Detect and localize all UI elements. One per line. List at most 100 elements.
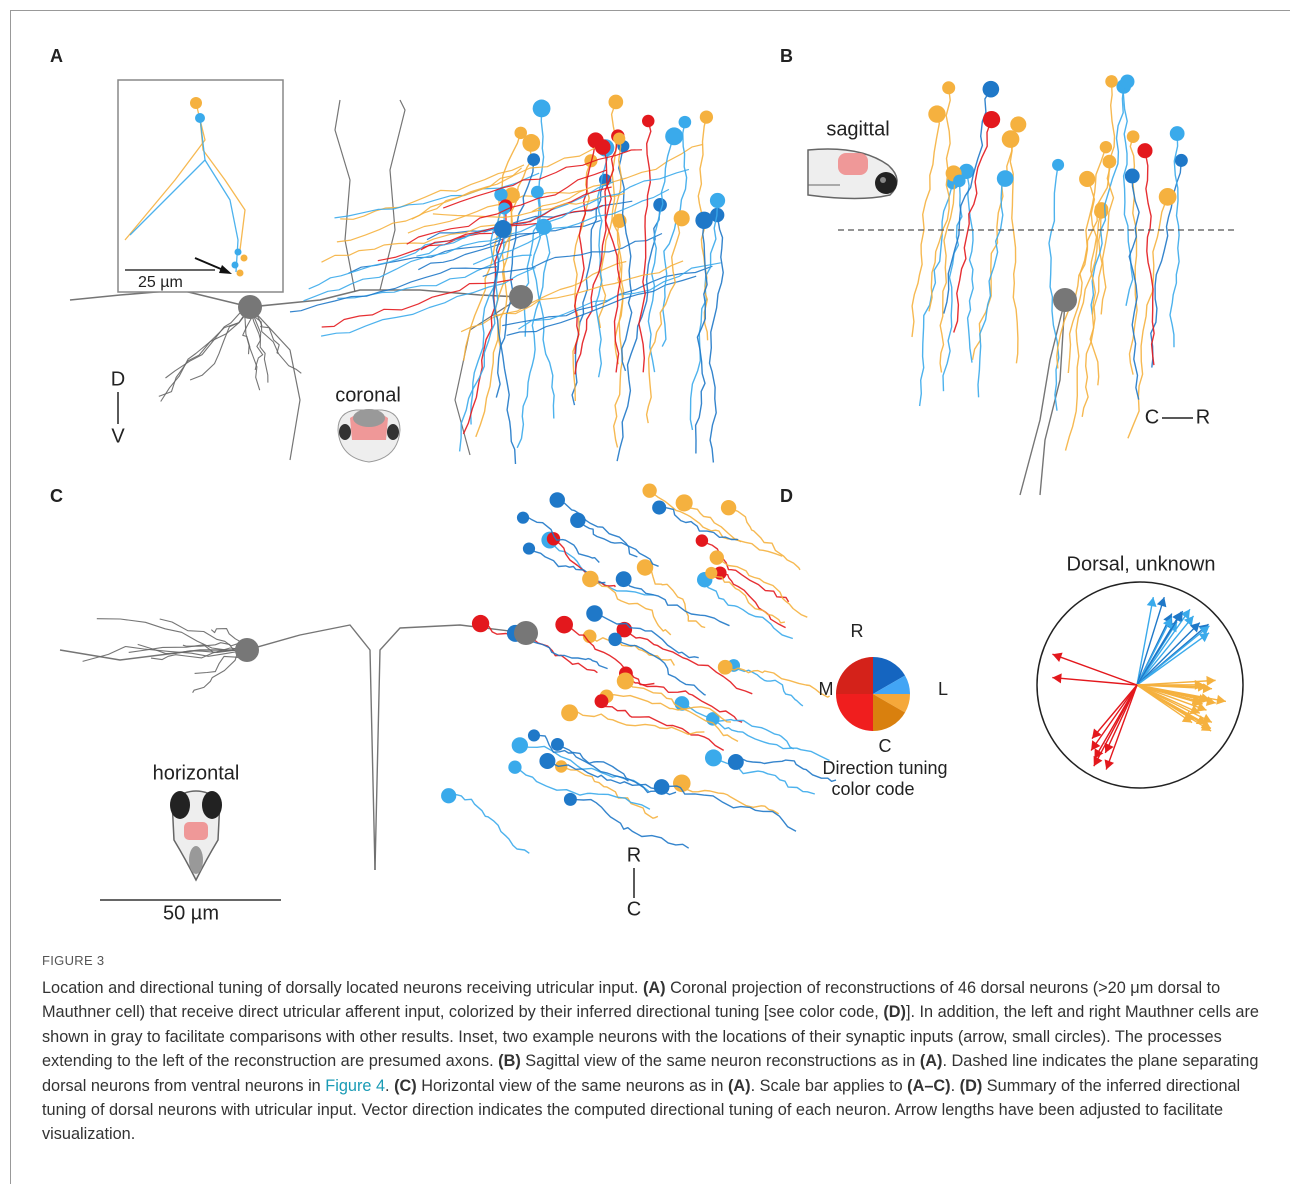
- soma: [555, 616, 573, 634]
- soma: [1100, 141, 1112, 153]
- soma: [700, 110, 713, 123]
- neurite: [564, 625, 654, 685]
- soma: [1127, 130, 1140, 143]
- panel-label: A: [50, 46, 63, 66]
- soma: [983, 111, 1000, 128]
- neurite: [736, 759, 836, 781]
- neurite: [575, 140, 596, 354]
- caption-link[interactable]: Figure 4: [325, 1077, 385, 1095]
- direction-label: L: [938, 679, 948, 699]
- soma: [652, 501, 666, 515]
- neurite: [682, 783, 779, 814]
- soma: [705, 749, 722, 766]
- caption-text: .: [385, 1077, 394, 1095]
- soma: [564, 793, 577, 806]
- scale-label: 25 µm: [138, 274, 183, 291]
- view-label: coronal: [335, 384, 401, 406]
- soma: [679, 116, 692, 129]
- soma: [441, 788, 456, 803]
- caption-text: Location and directional tuning of dorsa…: [42, 979, 643, 997]
- caption-ref: (A): [920, 1052, 943, 1070]
- soma: [551, 738, 564, 751]
- soma: [195, 113, 205, 123]
- sagittal-icon: [808, 149, 897, 199]
- vector: [1052, 654, 1137, 685]
- neurite: [1049, 165, 1059, 411]
- caption-ref: (A–C): [907, 1077, 950, 1095]
- axis-label: C: [1145, 406, 1159, 428]
- soma: [550, 492, 565, 507]
- neurite: [1123, 82, 1132, 306]
- neurite: [617, 205, 660, 461]
- view-label: horizontal: [153, 762, 240, 784]
- soma: [582, 571, 599, 588]
- soma: [674, 210, 690, 226]
- mauthner-dendrite: [190, 307, 250, 380]
- neurite: [648, 136, 674, 372]
- soma: [190, 97, 202, 109]
- neurite: [711, 573, 785, 623]
- soma: [1079, 171, 1095, 187]
- neurite: [967, 171, 974, 362]
- vector-title: Dorsal, unknown: [1067, 553, 1216, 575]
- figure-label: FIGURE 3: [42, 953, 104, 968]
- neurite: [523, 517, 599, 562]
- soma: [608, 95, 623, 110]
- caption-ref: (B): [498, 1052, 521, 1070]
- mauthner-dendrite: [97, 619, 247, 651]
- synapse: [241, 255, 248, 262]
- soma: [1103, 155, 1117, 169]
- soma: [523, 542, 535, 554]
- soma: [533, 100, 551, 118]
- soma: [539, 753, 555, 769]
- direction-label: M: [819, 679, 834, 699]
- soma: [710, 193, 725, 208]
- soma: [728, 754, 744, 770]
- coronal-icon: [338, 409, 400, 462]
- soma: [595, 139, 611, 155]
- caption-text: Sagittal view of the same neuron reconst…: [521, 1052, 920, 1070]
- direction-label: C: [879, 736, 892, 756]
- soma: [472, 615, 489, 632]
- panel-label: C: [50, 486, 63, 506]
- neurite: [696, 220, 708, 453]
- vector: [1094, 685, 1137, 766]
- neurite: [481, 624, 598, 673]
- soma: [512, 737, 528, 753]
- vector: [1092, 685, 1137, 739]
- soma: [1052, 159, 1064, 171]
- soma: [721, 500, 736, 515]
- mauthner-soma: [1053, 288, 1077, 312]
- color-code-caption: color code: [831, 779, 914, 799]
- soma: [983, 81, 1000, 98]
- vector-head: [1216, 695, 1226, 705]
- vector: [1091, 685, 1137, 751]
- figure-caption: Location and directional tuning of dorsa…: [42, 976, 1267, 1147]
- neurite: [290, 267, 497, 312]
- neurite: [662, 786, 796, 831]
- soma: [531, 186, 544, 199]
- soma: [1125, 169, 1140, 184]
- soma: [1159, 188, 1177, 206]
- soma: [1137, 143, 1152, 158]
- view-label: sagittal: [826, 118, 889, 140]
- soma: [710, 550, 724, 564]
- caption-text: . Scale bar applies to: [751, 1077, 908, 1095]
- axis-label: D: [111, 368, 125, 390]
- tuning-vectors: [1052, 597, 1226, 769]
- soma: [942, 81, 955, 94]
- synapse: [232, 262, 239, 269]
- caption-text: Horizontal view of the same neurons as i…: [417, 1077, 728, 1095]
- soma: [1002, 130, 1020, 148]
- soma: [561, 704, 578, 721]
- axis-label: V: [111, 425, 125, 447]
- soma: [718, 660, 733, 675]
- color-wedge: [836, 694, 873, 731]
- neurite: [1010, 139, 1018, 363]
- synapse: [237, 270, 244, 277]
- neurite: [682, 704, 794, 749]
- neurite: [650, 491, 741, 542]
- soma: [642, 483, 656, 497]
- vector-head: [1199, 633, 1209, 642]
- soma: [586, 605, 603, 622]
